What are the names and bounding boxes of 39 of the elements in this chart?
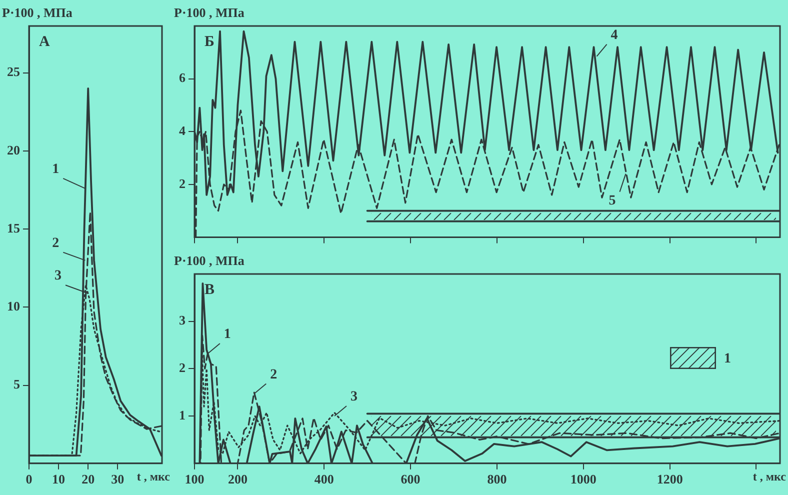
text: Б	[204, 34, 214, 50]
text: А	[39, 34, 50, 50]
y-tick-label: 6	[179, 70, 186, 86]
x-tick-label: 600	[400, 472, 420, 487]
y-tick-label: 1	[179, 407, 186, 422]
y-tick-label: 2	[179, 360, 186, 376]
x-tick-label: 200	[228, 472, 248, 487]
y-axis-title: P·100 , МПа	[174, 253, 245, 268]
annotation: 4	[610, 28, 618, 43]
x-tick-label: 800	[487, 472, 507, 487]
annotation: 3	[350, 390, 358, 405]
y-tick-label: 5	[14, 376, 20, 392]
annotation: 2	[270, 367, 278, 382]
y-tick-label: 15	[7, 220, 20, 236]
y-tick-label: 3	[179, 312, 186, 328]
y-axis-title: P·100 , МПа	[2, 5, 73, 20]
annotation: 1	[224, 327, 231, 342]
annotation: 3	[54, 268, 62, 284]
x-tick-label: 400	[314, 472, 334, 487]
y-tick-label: 2	[179, 176, 186, 191]
text: В	[204, 282, 215, 298]
x-axis-title: t , мкс	[752, 469, 787, 484]
annotation: 2	[52, 236, 60, 251]
y-tick-label: 10	[7, 298, 20, 314]
x-tick-label: 1200	[656, 472, 683, 487]
x-tick-label: 100	[184, 472, 204, 487]
y-axis-title: P·100 , МПа	[174, 5, 245, 20]
x-tick-label: 20	[82, 472, 95, 487]
x-tick-label: 30	[111, 472, 124, 487]
x-tick-label: 1000	[570, 472, 596, 487]
annotation: 1	[52, 162, 60, 178]
y-tick-label: 4	[179, 122, 186, 138]
y-tick-label: 25	[7, 64, 20, 80]
annotation: 5	[608, 193, 616, 208]
x-tick-label: 0	[26, 472, 32, 487]
x-tick-label: 10	[52, 472, 66, 487]
x-axis-title: t , мкс	[136, 469, 171, 484]
y-tick-label: 20	[7, 142, 20, 158]
legend-label: 1	[724, 351, 731, 366]
